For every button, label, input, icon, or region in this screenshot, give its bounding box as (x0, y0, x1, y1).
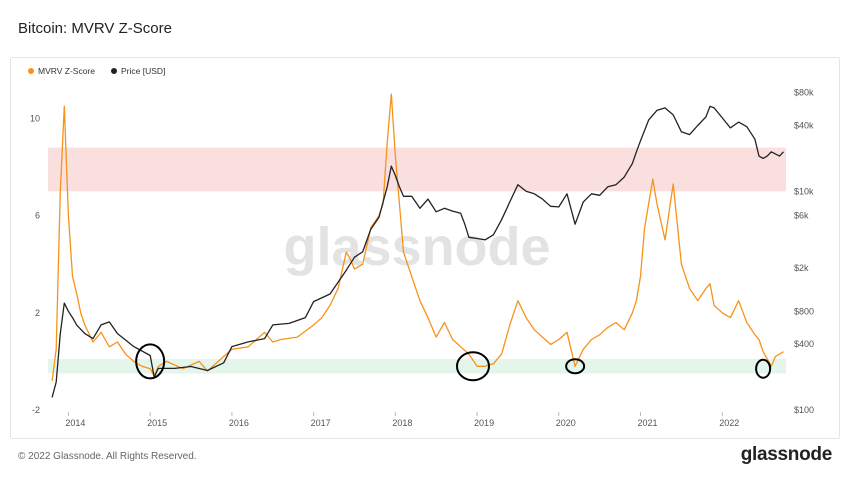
y-right-tick-$80k: $80k (794, 88, 814, 98)
x-tick-label-2019: 2019 (474, 418, 494, 428)
x-tick-label-2017: 2017 (311, 418, 331, 428)
legend-item-zscore[interactable]: MVRV Z-Score (28, 66, 95, 76)
legend-dot-zscore (28, 68, 34, 74)
watermark-text: glassnode (283, 217, 550, 277)
y-left-tick--2: -2 (32, 405, 40, 415)
y-right-tick-$10k: $10k (794, 186, 814, 196)
brand-logo: glassnode (740, 444, 833, 465)
annotation-circle (755, 358, 772, 379)
legend-label-zscore: MVRV Z-Score (38, 66, 95, 76)
legend-item-price[interactable]: Price [USD] (111, 66, 165, 76)
x-tick-label-2020: 2020 (556, 418, 576, 428)
y-right-tick-$100: $100 (794, 405, 814, 415)
y-left-tick-6: 6 (35, 211, 40, 221)
chart-title: Bitcoin: MVRV Z-Score (18, 20, 172, 37)
annotation-circle (455, 351, 490, 382)
chart-legend: MVRV Z-Score Price [USD] (28, 66, 165, 76)
x-tick-label-2015: 2015 (147, 418, 167, 428)
legend-dot-price (111, 68, 117, 74)
y-right-tick-$2k: $2k (794, 263, 809, 273)
x-tick-label-2018: 2018 (392, 418, 412, 428)
x-tick-label-2022: 2022 (719, 418, 739, 428)
y-left-tick-2: 2 (35, 308, 40, 318)
annotation-circle (135, 343, 166, 380)
annotation-circle (565, 358, 586, 375)
band-green (48, 358, 786, 374)
series-line-price (51, 105, 784, 398)
x-tick-label-2021: 2021 (638, 418, 658, 428)
band-red (48, 147, 786, 192)
copyright-text: © 2022 Glassnode. All Rights Reserved. (18, 451, 197, 462)
x-tick-label-2016: 2016 (229, 418, 249, 428)
y-right-tick-$6k: $6k (794, 211, 809, 221)
y-right-tick-$800: $800 (794, 306, 814, 316)
legend-label-price: Price [USD] (121, 66, 166, 76)
series-line-mvrv-zscore (51, 93, 784, 381)
y-left-tick-10: 10 (30, 113, 40, 123)
y-right-tick-$40k: $40k (794, 121, 814, 131)
x-tick-label-2014: 2014 (65, 418, 85, 428)
y-right-tick-$400: $400 (794, 339, 814, 349)
